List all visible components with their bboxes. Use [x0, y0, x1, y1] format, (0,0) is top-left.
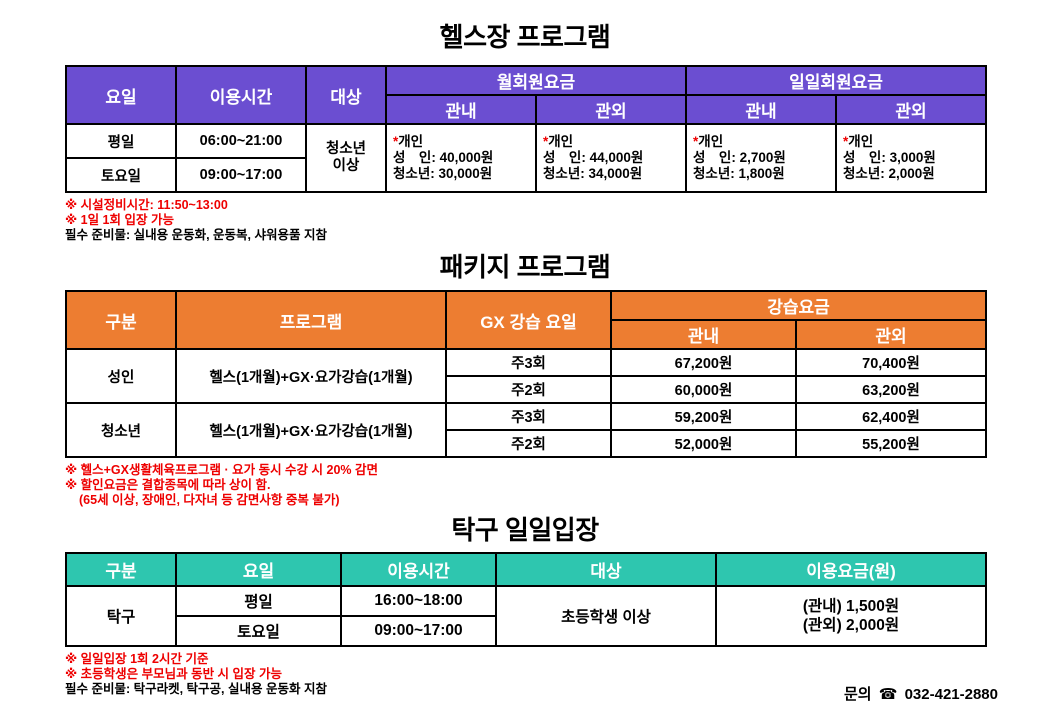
- pkg-adult-fee-inner-1: 67,200원: [610, 348, 797, 377]
- tt-weekday-time: 16:00~18:00: [340, 585, 497, 617]
- gym-weekday-time: 06:00~21:00: [175, 123, 307, 159]
- gym-title: 헬스장 프로그램: [439, 22, 611, 52]
- pkg-youth-program: 헬스(1개월)+GX·요가강습(1개월): [175, 402, 447, 458]
- gym-target-cell: 청소년 이상: [305, 123, 387, 193]
- pkg-header-fee-inner: 관내: [610, 319, 797, 350]
- tt-header-type: 구분: [65, 552, 177, 587]
- note-line: ※ 초등학생은 부모님과 동반 시 입장 가능: [65, 667, 282, 681]
- pkg-adult-fee-outer-2: 63,200원: [795, 375, 987, 404]
- package-notes: ※ 헬스+GX생활체육프로그램 · 요가 동시 수강 시 20% 감면 ※ 할인…: [65, 463, 985, 508]
- fee-adult: 성 인: 3,000원: [843, 150, 936, 165]
- phone-icon: ☎: [878, 686, 898, 703]
- fee-adult: 성 인: 40,000원: [393, 150, 494, 165]
- tt-header-target: 대상: [495, 552, 717, 587]
- gym-weekday-label: 평일: [65, 123, 177, 159]
- tt-type-cell: 탁구: [65, 585, 177, 647]
- tt-target-cell: 초등학생 이상: [495, 585, 717, 647]
- tt-saturday-time: 09:00~17:00: [340, 615, 497, 647]
- tt-header-time: 이용시간: [340, 552, 497, 587]
- gym-table: 요일 이용시간 대상 월회원요금 일일회원요금 관내 관외 관내 관외 평일 0…: [65, 65, 988, 193]
- fee-youth: 청소년: 2,000원: [843, 166, 935, 181]
- fee-adult: 성 인: 44,000원: [543, 150, 644, 165]
- note-line: ※ 일일입장 1회 2시간 기준: [65, 652, 209, 666]
- note-line: 필수 준비물: 실내용 운동화, 운동복, 샤워용품 지참: [65, 228, 327, 242]
- pkg-youth-type: 청소년: [65, 402, 177, 458]
- pkg-youth-fee-inner-1: 59,200원: [610, 402, 797, 431]
- pkg-youth-fee-inner-2: 52,000원: [610, 429, 797, 458]
- gym-fee-monthly-inner: *개인 성 인: 40,000원 청소년: 30,000원: [385, 123, 537, 193]
- tt-weekday-label: 평일: [175, 585, 342, 617]
- gym-header-time: 이용시간: [175, 65, 307, 125]
- fee-youth: 청소년: 30,000원: [393, 166, 493, 181]
- gym-saturday-label: 토요일: [65, 157, 177, 193]
- gym-header-daily-inner: 관내: [685, 94, 838, 125]
- gym-header-daily-outer: 관외: [835, 94, 988, 125]
- fee-youth: 청소년: 34,000원: [543, 166, 643, 181]
- pkg-header-program: 프로그램: [175, 290, 447, 350]
- tt-saturday-label: 토요일: [175, 615, 342, 647]
- gym-header-day: 요일: [65, 65, 177, 125]
- tt-fee-outer: (관외) 2,000원: [802, 617, 900, 634]
- fee-star: *: [693, 134, 699, 149]
- tt-fee-cell: (관내) 1,500원 (관외) 2,000원: [715, 585, 987, 647]
- pkg-adult-fee-outer-1: 70,400원: [795, 348, 987, 377]
- contact-phone: 032-421-2880: [904, 686, 998, 703]
- fee-star: *: [543, 134, 549, 149]
- pkg-youth-freq-1: 주3회: [445, 402, 612, 431]
- document-body: 헬스장 프로그램 요일 이용시간 대상 월회원요금 일일회원요금 관내 관외 관…: [65, 22, 988, 697]
- pkg-youth-freq-2: 주2회: [445, 429, 612, 458]
- gym-target-line1: 청소년: [325, 141, 367, 157]
- package-title: 패키지 프로그램: [439, 252, 611, 282]
- pkg-youth-fee-outer-2: 55,200원: [795, 429, 987, 458]
- pkg-adult-program: 헬스(1개월)+GX·요가강습(1개월): [175, 348, 447, 404]
- tt-fee-inner: (관내) 1,500원: [802, 598, 900, 615]
- note-line: (65세 이상, 장애인, 다자녀 등 감면사항 중복 불가): [79, 493, 340, 507]
- gym-saturday-time: 09:00~17:00: [175, 157, 307, 193]
- gym-fee-daily-inner: *개인 성 인: 2,700원 청소년: 1,800원: [685, 123, 838, 193]
- fee-head: 개인: [848, 134, 874, 149]
- contact-label: 문의: [843, 686, 872, 703]
- fee-youth: 청소년: 1,800원: [693, 166, 785, 181]
- pkg-header-fee: 강습요금: [610, 290, 987, 321]
- note-line: 필수 준비물: 탁구라켓, 탁구공, 실내용 운동화 지참: [65, 682, 327, 696]
- package-table: 구분 프로그램 GX 강습 요일 강습요금 관내 관외 성인 헬스(1개월)+G…: [65, 290, 987, 458]
- gym-header-monthly: 월회원요금: [384, 65, 688, 96]
- pingpong-title: 탁구 일일입장: [451, 515, 599, 545]
- pkg-adult-type: 성인: [65, 348, 177, 404]
- gym-header-daily: 일일회원요금: [685, 65, 988, 96]
- pkg-header-gx-day: GX 강습 요일: [445, 290, 612, 350]
- tt-header-day: 요일: [175, 552, 342, 587]
- fee-head: 개인: [398, 134, 424, 149]
- pkg-adult-fee-inner-2: 60,000원: [610, 375, 797, 404]
- fee-adult: 성 인: 2,700원: [693, 150, 786, 165]
- tt-header-fee: 이용요금(원): [715, 552, 987, 587]
- fee-star: *: [393, 134, 399, 149]
- pkg-youth-fee-outer-1: 62,400원: [795, 402, 987, 431]
- gym-header-monthly-outer: 관외: [534, 94, 688, 125]
- pingpong-table: 구분 요일 이용시간 대상 이용요금(원) 탁구 평일 16:00~18:00 …: [65, 552, 987, 647]
- pkg-header-fee-outer: 관외: [795, 319, 987, 350]
- gym-header-target: 대상: [305, 65, 387, 125]
- pkg-adult-freq-1: 주3회: [445, 348, 612, 377]
- gym-target-line2: 이상: [332, 158, 360, 174]
- contact-info: 문의 ☎ 032-421-2880: [841, 683, 998, 704]
- fee-head: 개인: [548, 134, 574, 149]
- pkg-adult-freq-2: 주2회: [445, 375, 612, 404]
- note-line: ※ 헬스+GX생활체육프로그램 · 요가 동시 수강 시 20% 감면: [65, 463, 378, 477]
- note-line: ※ 1일 1회 입장 가능: [65, 213, 174, 227]
- fee-head: 개인: [698, 134, 724, 149]
- pingpong-notes: ※ 일일입장 1회 2시간 기준 ※ 초등학생은 부모님과 동반 시 입장 가능…: [65, 652, 985, 697]
- gym-header-monthly-inner: 관내: [385, 94, 537, 125]
- gym-fee-daily-outer: *개인 성 인: 3,000원 청소년: 2,000원: [835, 123, 988, 193]
- fee-star: *: [843, 134, 849, 149]
- gym-fee-monthly-outer: *개인 성 인: 44,000원 청소년: 34,000원: [534, 123, 688, 193]
- note-line: ※ 할인요금은 결합종목에 따라 상이 함.: [65, 478, 271, 492]
- pkg-header-type: 구분: [65, 290, 177, 350]
- gym-notes: ※ 시설정비시간: 11:50~13:00 ※ 1일 1회 입장 가능 필수 준…: [65, 198, 985, 243]
- note-line: ※ 시설정비시간: 11:50~13:00: [65, 198, 228, 212]
